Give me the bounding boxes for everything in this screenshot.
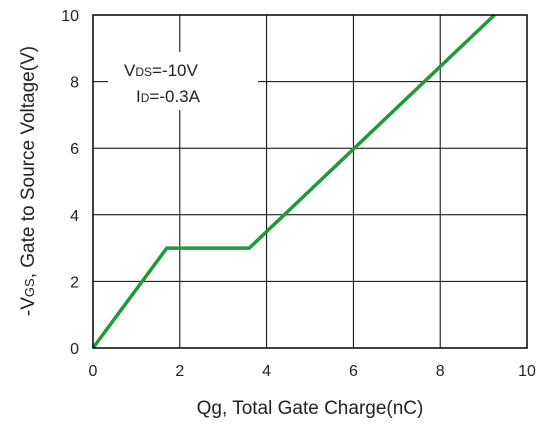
- x-tick-label: 6: [349, 363, 358, 380]
- id-value: =-0.3A: [149, 87, 200, 106]
- y-tick-label: 8: [70, 75, 79, 92]
- x-tick-label: 8: [436, 363, 445, 380]
- x-tick-label: 0: [89, 363, 98, 380]
- tick-labels: 0 2 4 6 8 10 0 2 4 6 8 10: [61, 8, 536, 380]
- y-tick-label: 4: [70, 208, 79, 225]
- series-layer: [91, 13, 496, 350]
- y-axis-title-rest: , Gate to Source Voltage(V): [18, 46, 39, 278]
- y-tick-label: 6: [70, 141, 79, 158]
- x-axis-title: Qg, Total Gate Charge(nC): [197, 398, 424, 419]
- y-axis-title-prefix: -V: [18, 297, 39, 316]
- vds-sub: DS: [135, 65, 152, 79]
- id-annotation: ID=-0.3A: [136, 87, 201, 106]
- y-tick-label: 10: [61, 8, 79, 25]
- annotation-box: [108, 52, 258, 110]
- vds-annotation: VDS=-10V: [124, 61, 199, 80]
- y-tick-label: 0: [70, 341, 79, 358]
- x-tick-label: 10: [518, 363, 536, 380]
- y-tick-label: 2: [70, 274, 79, 291]
- gate-charge-curve: [91, 13, 496, 350]
- id-main: I: [136, 87, 141, 106]
- vds-value: =-10V: [152, 61, 198, 80]
- x-tick-label: 2: [175, 363, 184, 380]
- y-axis-title-subscript: GS: [22, 278, 37, 297]
- y-axis-title: -VGS, Gate to Source Voltage(V): [18, 46, 39, 316]
- id-sub: D: [141, 91, 150, 105]
- plot-frame: [92, 14, 528, 349]
- x-tick-label: 4: [262, 363, 271, 380]
- vds-main: V: [124, 61, 136, 80]
